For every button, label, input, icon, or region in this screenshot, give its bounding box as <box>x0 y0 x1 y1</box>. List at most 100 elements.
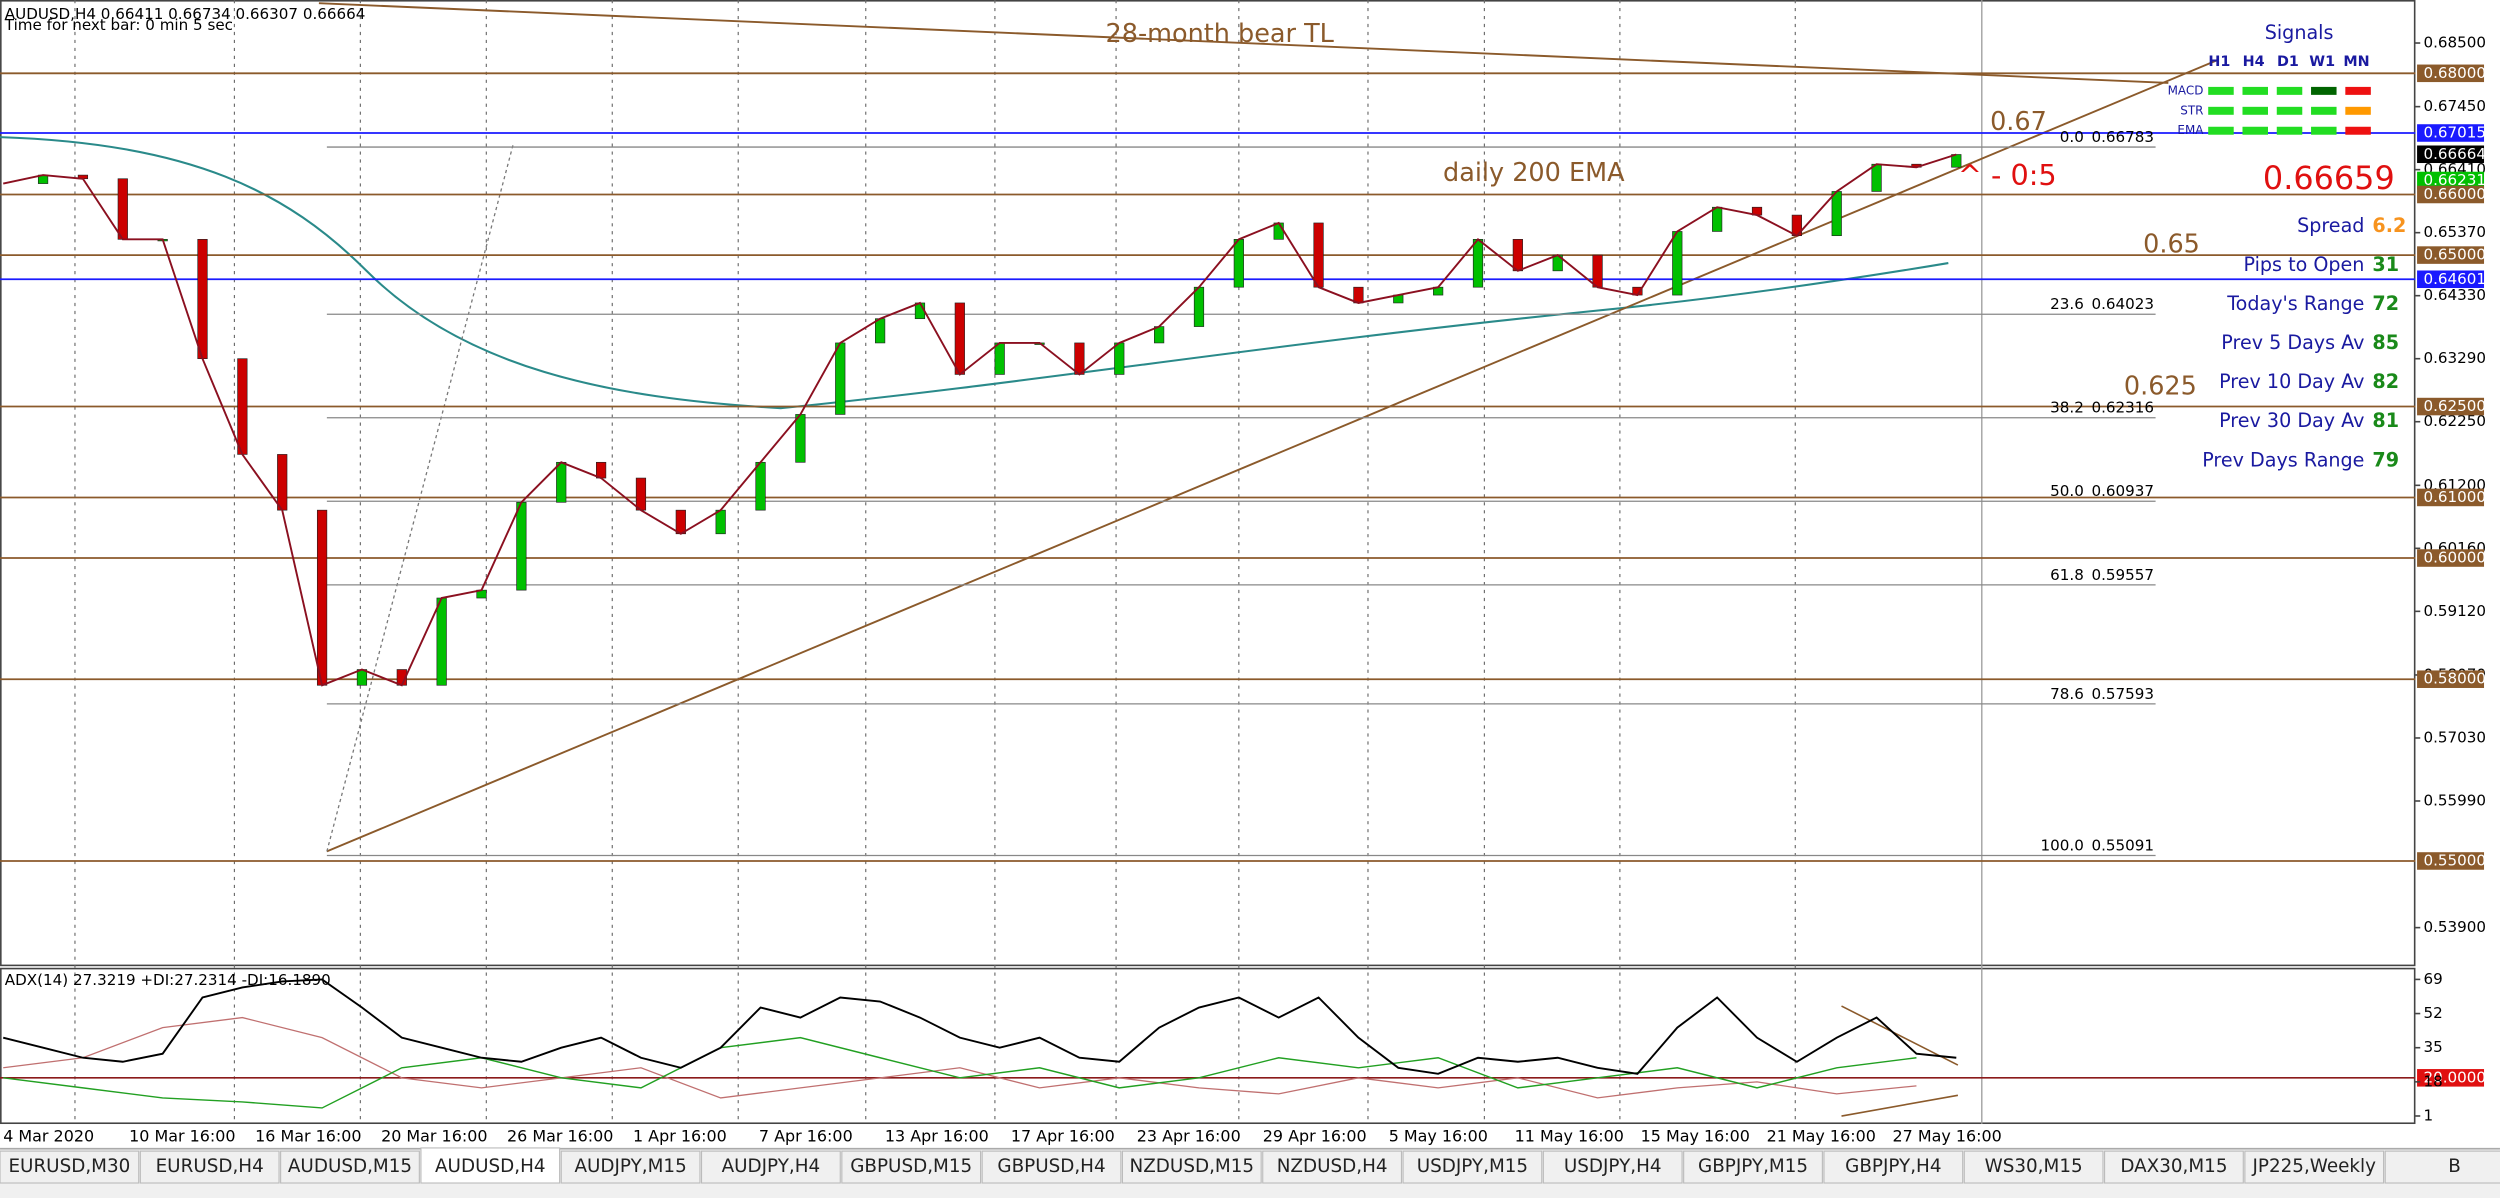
time-label: 15 May 16:00 <box>1641 1126 1750 1145</box>
stat-label: Prev Days Range <box>2202 448 2364 471</box>
candle <box>516 501 527 591</box>
minus-di-line <box>3 1016 1917 1099</box>
tab-bg <box>139 1150 280 1184</box>
tab-bg <box>1823 1150 1964 1184</box>
tab-label: AUDJPY,M15 <box>574 1156 686 1177</box>
tab-bg <box>280 1150 420 1184</box>
level-label: 0.65000 <box>2423 246 2486 264</box>
stat-label: Prev 30 Day Av <box>2219 409 2364 432</box>
level-label: 0.61000 <box>2423 488 2486 506</box>
tab-bg <box>841 1150 982 1184</box>
tab[interactable]: WS30,M15 <box>1963 1150 2104 1184</box>
tab-label: AUDUSD,M15 <box>288 1156 412 1177</box>
time-label: 20 Mar 16:00 <box>381 1126 487 1145</box>
fib-level: 61.8 <box>2050 566 2084 584</box>
stat-label: Spread <box>2297 214 2364 237</box>
signal-cell <box>2311 86 2337 95</box>
tab-bg <box>560 1150 701 1184</box>
signal-cell <box>2276 106 2303 115</box>
price-tick-label: 0.65370 <box>2423 223 2486 241</box>
signal-column: W1 <box>2309 54 2335 70</box>
time-label: 29 Apr 16:00 <box>1263 1126 1367 1145</box>
level-box <box>2417 852 2485 870</box>
signal-cell <box>2276 86 2303 95</box>
level-label: 0.62500 <box>2423 397 2486 415</box>
adx-line <box>2 978 1957 1075</box>
tab-label: EURUSD,H4 <box>156 1156 264 1177</box>
tab[interactable]: GBPJPY,H4 <box>1823 1150 1964 1184</box>
adx-level-box <box>2417 1069 2485 1087</box>
stat-label: Prev 5 Days Av <box>2221 331 2364 354</box>
adx-frame <box>0 967 2416 1125</box>
tab-label: GBPUSD,M15 <box>850 1156 972 1177</box>
tab-bg <box>2104 1150 2244 1184</box>
tab-label: NZDUSD,M15 <box>1130 1156 1255 1177</box>
signal-cell <box>2208 86 2234 95</box>
time-label: 5 May 16:00 <box>1389 1126 1488 1145</box>
signal-cell <box>2242 86 2268 95</box>
tab-bg <box>1262 1150 1403 1184</box>
tab[interactable]: USDJPY,H4 <box>1542 1150 1683 1184</box>
stat-value: 82 <box>2372 370 2399 393</box>
time-label: 17 Apr 16:00 <box>1011 1126 1115 1145</box>
level-label: 0.58000 <box>2423 670 2486 688</box>
tab[interactable]: JP225,Weekly <box>2244 1150 2385 1184</box>
annotation: 28-month bear TL <box>1106 19 1335 49</box>
ema-200-curve <box>0 136 1949 410</box>
adx-tick-label: 35 <box>2423 1038 2442 1056</box>
tab[interactable]: B <box>2384 1150 2500 1184</box>
tab-label: B <box>2448 1156 2461 1177</box>
candle <box>1871 163 1882 192</box>
candle <box>197 239 208 360</box>
candle <box>715 509 726 535</box>
tab-bg <box>2244 1150 2385 1184</box>
tab[interactable]: GBPUSD,H4 <box>981 1150 1122 1184</box>
signal-cell <box>2311 126 2337 135</box>
tab[interactable]: NZDUSD,H4 <box>1262 1150 1403 1184</box>
tab[interactable]: USDJPY,M15 <box>1402 1150 1543 1184</box>
time-label: 10 Mar 16:00 <box>129 1126 235 1145</box>
time-label: 11 May 16:00 <box>1515 1126 1624 1145</box>
time-label: 26 Mar 16:00 <box>507 1126 613 1145</box>
tab-label: GBPJPY,H4 <box>1845 1156 1941 1177</box>
candle <box>795 414 806 463</box>
annotation: 0.625 <box>2124 371 2197 401</box>
tab[interactable]: GBPUSD,M15 <box>841 1150 982 1184</box>
candle <box>835 342 846 415</box>
signal-column: H1 <box>2208 54 2230 70</box>
fib-price: 0.62316 <box>2091 399 2154 417</box>
tab[interactable]: NZDUSD,M15 <box>1121 1150 1262 1184</box>
tab-label: WS30,M15 <box>1985 1156 2083 1177</box>
plus-di-line <box>3 1036 1917 1109</box>
stat-value: 81 <box>2372 409 2399 432</box>
candle <box>1114 342 1125 375</box>
fib-price: 0.57593 <box>2091 685 2154 703</box>
tab[interactable]: GBPJPY,M15 <box>1683 1150 1823 1184</box>
tab-bg <box>1542 1150 1683 1184</box>
candle <box>635 477 647 511</box>
chart-layer: 0.685000.674500.664100.653700.643300.632… <box>0 34 2500 1198</box>
signals-title: Signals <box>2265 21 2334 44</box>
price-tick-label: 0.68500 <box>2423 34 2486 52</box>
tab[interactable]: EURUSD,M30 <box>0 1150 140 1184</box>
tab[interactable]: DAX30,M15 <box>2104 1150 2244 1184</box>
tab[interactable]: AUDJPY,H4 <box>700 1150 841 1184</box>
tab[interactable]: AUDUSD,M15 <box>280 1150 420 1184</box>
tab[interactable]: AUDJPY,M15 <box>560 1150 701 1184</box>
tab-bg <box>1963 1150 2104 1184</box>
price-tick-label: 0.53900 <box>2423 918 2486 936</box>
price-tick-label: 0.59120 <box>2423 602 2486 620</box>
time-label: 7 Apr 16:00 <box>759 1126 853 1145</box>
signal-row: EMA <box>2177 123 2204 137</box>
signal-cell <box>2276 126 2303 135</box>
price-callout: 0.66659 <box>2263 159 2395 197</box>
signal-column: H4 <box>2243 54 2265 70</box>
tab[interactable]: EURUSD,H4 <box>139 1150 280 1184</box>
tab[interactable]: AUDUSD,H4 <box>420 1147 561 1184</box>
fib-level: 38.2 <box>2050 399 2084 417</box>
signal-row: STR <box>2180 103 2203 117</box>
adx-title: ADX(14) 27.3219 +DI:27.2314 -DI:16.1890 <box>5 971 331 989</box>
signal-column: MN <box>2343 54 2369 70</box>
